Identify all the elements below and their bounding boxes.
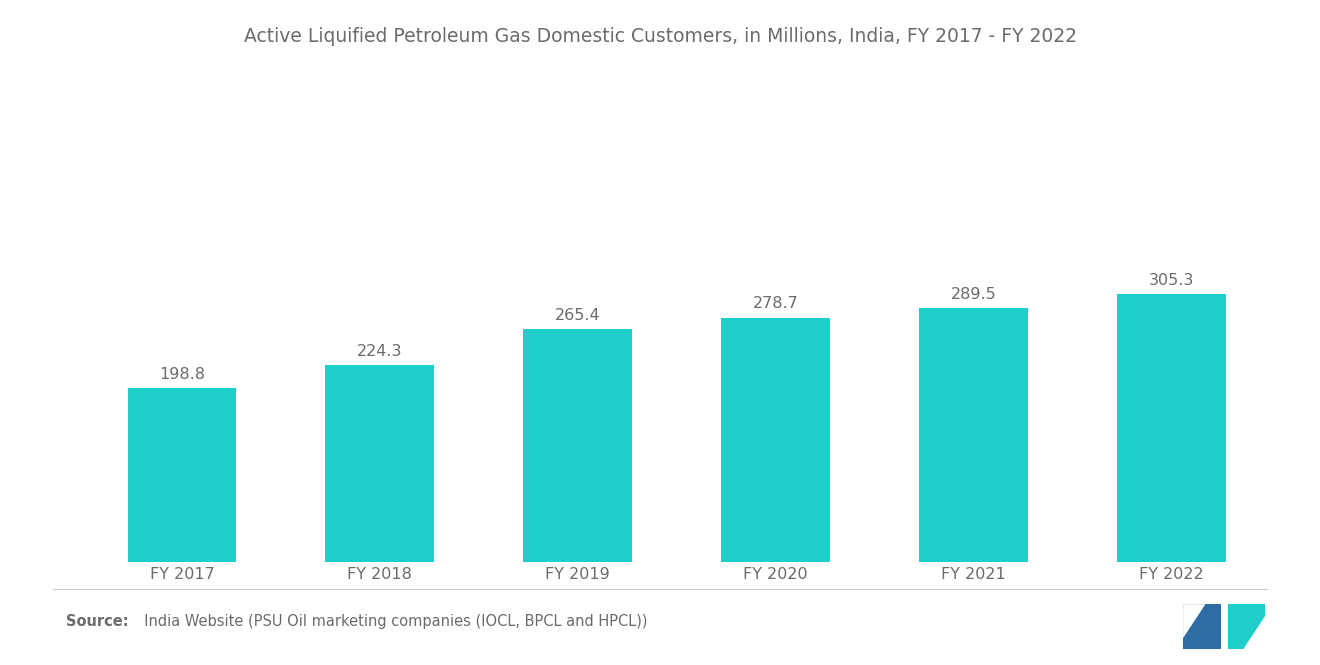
Text: 289.5: 289.5 [950,287,997,302]
Polygon shape [1183,604,1205,638]
Text: Active Liquified Petroleum Gas Domestic Customers, in Millions, India, FY 2017 -: Active Liquified Petroleum Gas Domestic … [243,27,1077,46]
Bar [325,365,434,562]
Text: 305.3: 305.3 [1148,273,1193,288]
FancyBboxPatch shape [1228,604,1266,649]
Text: 224.3: 224.3 [356,344,403,359]
Text: 265.4: 265.4 [554,308,601,323]
Bar [523,329,632,562]
Polygon shape [1243,616,1266,649]
Bar [721,318,830,562]
FancyBboxPatch shape [1183,604,1221,649]
Bar [128,388,236,562]
Text: Source:: Source: [66,614,128,629]
Text: 278.7: 278.7 [752,297,799,311]
Bar [919,308,1028,562]
Bar [1117,295,1225,562]
Text: India Website (PSU Oil marketing companies (IOCL, BPCL and HPCL)): India Website (PSU Oil marketing compani… [135,614,647,629]
Text: 198.8: 198.8 [158,366,205,382]
